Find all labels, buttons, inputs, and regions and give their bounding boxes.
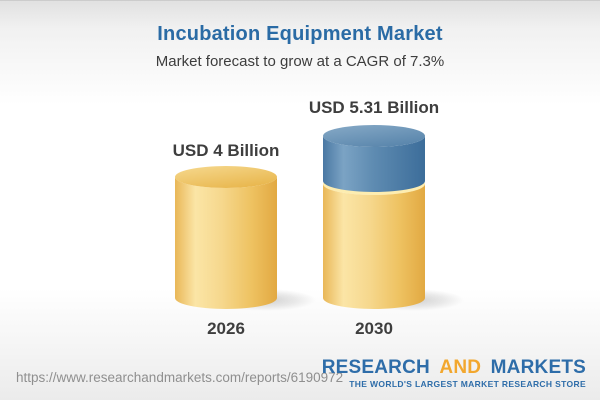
- page-title: Incubation Equipment Market: [157, 23, 443, 45]
- bar-2026-cylinder: [175, 166, 277, 309]
- bar-2026-value-label: USD 4 Billion: [172, 141, 280, 160]
- logo-word-and: AND: [439, 357, 482, 378]
- logo-word-markets: MARKETS: [490, 357, 586, 378]
- report-url: https://www.researchandmarkets.com/repor…: [16, 370, 344, 385]
- logo-word-research: RESEARCH: [321, 357, 430, 378]
- page-subtitle: Market forecast to grow at a CAGR of 7.3…: [155, 53, 445, 70]
- bar-2030-cylinder: [323, 125, 425, 309]
- logo-wordmark: RESEARCH AND MARKETS: [322, 358, 586, 377]
- bar-2030-value-label: USD 5.31 Billion: [308, 98, 440, 117]
- research-and-markets-logo: RESEARCH AND MARKETS THE WORLD'S LARGEST…: [322, 358, 586, 389]
- logo-tagline: THE WORLD'S LARGEST MARKET RESEARCH STOR…: [349, 379, 586, 389]
- bar-2030-category-label: 2030: [355, 319, 393, 338]
- bar-2026-category-label: 2026: [207, 319, 245, 338]
